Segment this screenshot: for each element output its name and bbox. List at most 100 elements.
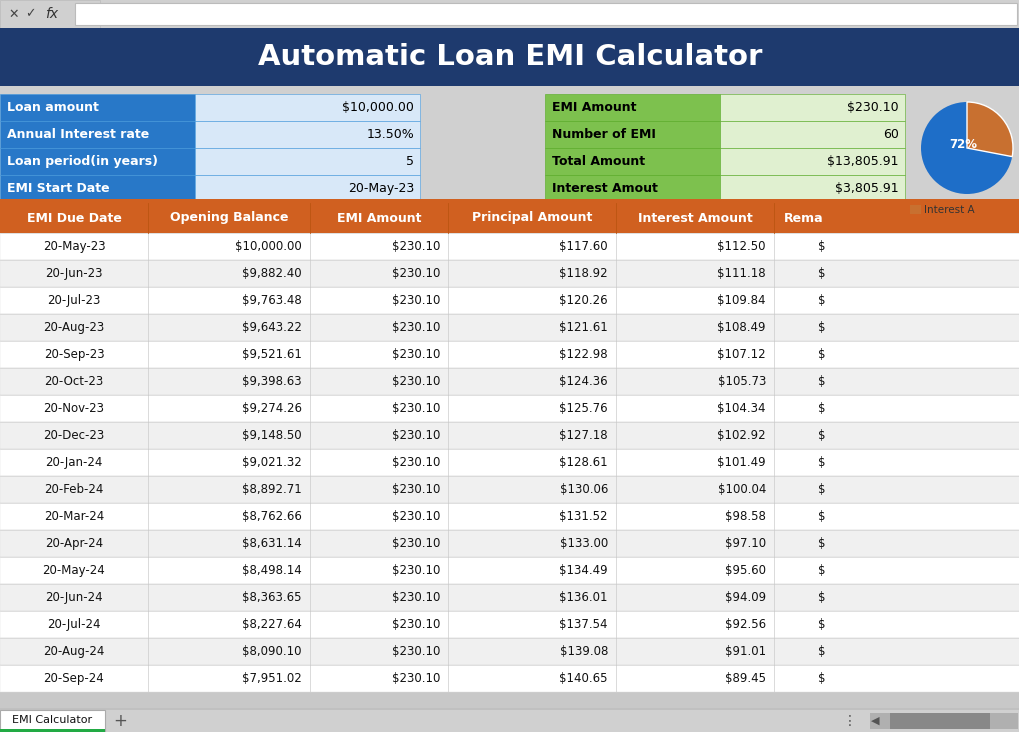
Text: $: $ (817, 348, 825, 361)
Text: $9,763.48: $9,763.48 (243, 294, 302, 307)
Bar (195, 121, 420, 148)
Bar (544, 121, 719, 148)
Text: $10,000.00: $10,000.00 (341, 101, 414, 114)
Bar (0, 199, 1019, 203)
Bar (719, 148, 904, 175)
Bar (195, 175, 420, 202)
Text: $: $ (817, 672, 825, 685)
Bar (0, 611, 1019, 638)
Bar (890, 713, 989, 729)
Text: $: $ (817, 375, 825, 388)
Text: 20-Aug-24: 20-Aug-24 (43, 645, 105, 658)
Text: EMI Amount: EMI Amount (551, 101, 636, 114)
Text: $8,090.10: $8,090.10 (243, 645, 302, 658)
Text: $: $ (817, 645, 825, 658)
Text: Number of EMI: Number of EMI (551, 128, 655, 141)
Bar (544, 94, 719, 121)
Text: $92.56: $92.56 (725, 618, 765, 631)
Bar (0, 314, 1019, 341)
Text: 20-May-24: 20-May-24 (43, 564, 105, 577)
Text: $230.10: $230.10 (391, 537, 439, 550)
Bar (0, 341, 1019, 368)
Circle shape (920, 102, 1012, 194)
Text: Loan amount: Loan amount (7, 101, 99, 114)
Text: $125.76: $125.76 (558, 402, 607, 415)
Text: $230.10: $230.10 (391, 672, 439, 685)
Text: 13.50%: 13.50% (366, 128, 414, 141)
Bar (0, 148, 195, 175)
Bar (0, 28, 1019, 86)
Text: 5: 5 (406, 155, 414, 168)
Text: $108.49: $108.49 (716, 321, 765, 334)
Text: 72%: 72% (948, 138, 976, 151)
Text: $230.10: $230.10 (391, 429, 439, 442)
Text: $124.36: $124.36 (558, 375, 607, 388)
Text: $230.10: $230.10 (391, 267, 439, 280)
Text: $: $ (817, 591, 825, 604)
Text: $117.60: $117.60 (558, 240, 607, 253)
Text: $230.10: $230.10 (391, 321, 439, 334)
Text: 20-May-23: 20-May-23 (43, 240, 105, 253)
Text: $7,951.02: $7,951.02 (243, 672, 302, 685)
Text: $230.10: $230.10 (391, 591, 439, 604)
Text: $133.00: $133.00 (559, 537, 607, 550)
Text: $101.49: $101.49 (716, 456, 765, 469)
Bar (0, 121, 195, 148)
Text: 20-Jul-23: 20-Jul-23 (47, 294, 101, 307)
Text: $9,021.32: $9,021.32 (243, 456, 302, 469)
Bar (0, 530, 1019, 557)
Text: 20-Dec-23: 20-Dec-23 (44, 429, 105, 442)
Text: 60: 60 (882, 128, 898, 141)
Text: $9,274.26: $9,274.26 (242, 402, 302, 415)
Text: $140.65: $140.65 (559, 672, 607, 685)
Text: $94.09: $94.09 (725, 591, 765, 604)
Text: $139.08: $139.08 (559, 645, 607, 658)
Text: $: $ (817, 618, 825, 631)
Bar (0, 729, 105, 732)
Text: $102.92: $102.92 (716, 429, 765, 442)
Bar (0, 557, 1019, 584)
Text: $127.18: $127.18 (558, 429, 607, 442)
Bar (0, 449, 1019, 476)
Text: $230.10: $230.10 (391, 483, 439, 496)
Bar (0, 287, 1019, 314)
Text: 20-Apr-24: 20-Apr-24 (45, 537, 103, 550)
Bar (0, 86, 1019, 206)
Bar (0, 584, 1019, 611)
Text: 20-Mar-24: 20-Mar-24 (44, 510, 104, 523)
Text: $136.01: $136.01 (559, 591, 607, 604)
Text: ✕: ✕ (9, 7, 19, 20)
Text: $230.10: $230.10 (391, 294, 439, 307)
Bar (869, 713, 1017, 729)
Text: $137.54: $137.54 (559, 618, 607, 631)
Text: $98.58: $98.58 (725, 510, 765, 523)
Bar (0, 476, 1019, 503)
Text: $3,805.91: $3,805.91 (835, 182, 898, 195)
Text: $89.45: $89.45 (725, 672, 765, 685)
Text: +: + (113, 712, 126, 730)
Text: Rema: Rema (784, 212, 823, 225)
Text: $130.06: $130.06 (559, 483, 607, 496)
Text: $230.10: $230.10 (391, 402, 439, 415)
Bar (0, 233, 1019, 260)
Text: ◀: ◀ (870, 716, 878, 726)
Bar (719, 175, 904, 202)
Text: $230.10: $230.10 (391, 564, 439, 577)
Text: $: $ (817, 240, 825, 253)
Text: $128.61: $128.61 (558, 456, 607, 469)
Text: $121.61: $121.61 (558, 321, 607, 334)
Text: $: $ (817, 294, 825, 307)
Text: $: $ (817, 429, 825, 442)
Text: 20-Jul-24: 20-Jul-24 (47, 618, 101, 631)
Bar (75, 3, 1016, 25)
Text: $230.10: $230.10 (391, 618, 439, 631)
Text: EMI Due Date: EMI Due Date (26, 212, 121, 225)
Bar (719, 121, 904, 148)
Text: EMI Calculator: EMI Calculator (12, 715, 93, 725)
Text: $: $ (817, 537, 825, 550)
Bar (195, 94, 420, 121)
Text: $8,631.14: $8,631.14 (243, 537, 302, 550)
Text: $: $ (817, 402, 825, 415)
Text: $9,521.61: $9,521.61 (242, 348, 302, 361)
Text: ✓: ✓ (24, 7, 36, 20)
